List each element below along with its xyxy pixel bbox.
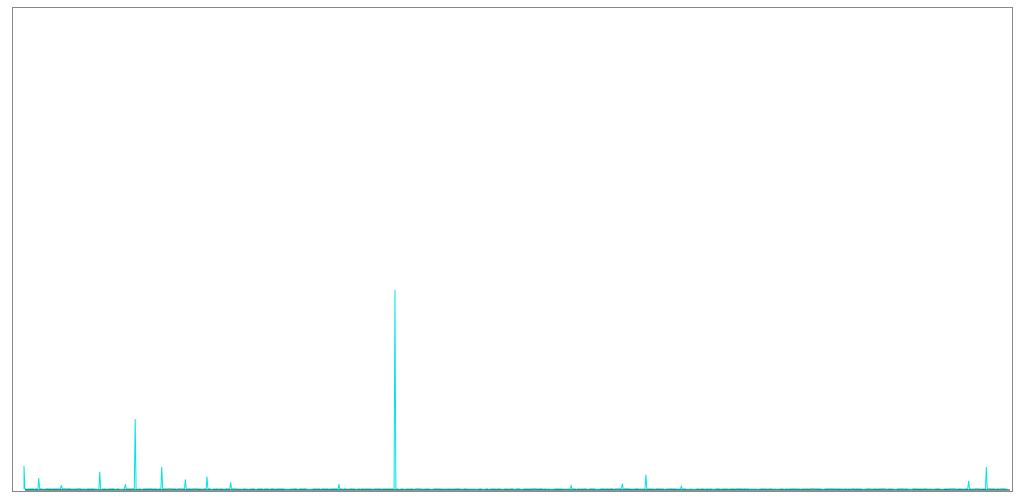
data-point-peak (338, 483, 340, 485)
plot-frame (12, 7, 1013, 492)
data-point-peak (60, 484, 62, 486)
data-point-peak (985, 466, 987, 468)
data-point-peak (570, 485, 572, 487)
data-point-peak (394, 289, 396, 291)
data-point-peak (621, 483, 623, 485)
series-layer (23, 289, 1008, 491)
data-point-peak (645, 474, 647, 476)
data-point-peak (23, 465, 25, 467)
data-point-peak (680, 485, 682, 487)
data-point-peak (38, 477, 40, 479)
data-point-peak (124, 483, 126, 485)
data-point-peak (230, 481, 232, 483)
data-point-peak (184, 478, 186, 480)
data-point-peak (134, 418, 136, 420)
data-point-peak (968, 480, 970, 482)
data-point-peak (161, 466, 163, 468)
series-line (23, 289, 1008, 491)
data-point-peak (99, 471, 101, 473)
data-point-peak (206, 476, 208, 478)
